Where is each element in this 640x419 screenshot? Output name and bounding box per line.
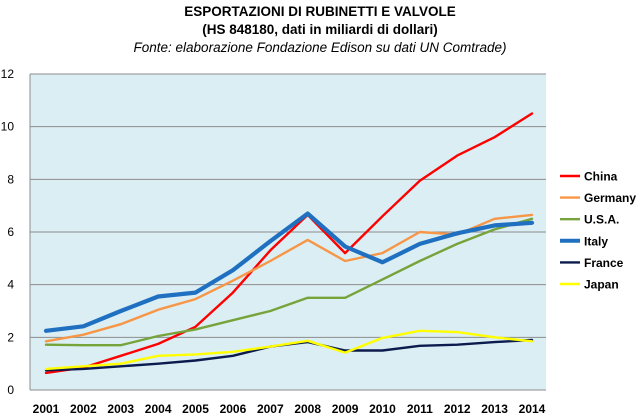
x-tick-label: 2013 [481,402,508,416]
x-tick-label: 2014 [519,402,546,416]
x-tick-label: 2005 [182,402,209,416]
series-line-china [44,112,534,375]
y-tick-label: 0 [7,383,14,397]
legend-label: U.S.A. [584,213,619,227]
x-tick-label: 2012 [444,402,471,416]
x-tick-label: 2004 [145,402,172,416]
x-tick-label: 2010 [369,402,396,416]
y-tick-label: 10 [1,120,15,134]
y-tick-label: 2 [7,330,14,344]
x-tick-label: 2007 [257,402,284,416]
y-tick-label: 6 [7,225,14,239]
grid-lines [30,73,546,338]
axes [29,74,546,391]
legend-label: France [584,256,624,270]
legend-label: Italy [584,234,608,248]
chart-source: Fonte: elaborazione Fondazione Edison su… [133,40,507,55]
x-tick-label: 2002 [70,402,97,416]
x-tick-label: 2008 [294,402,321,416]
x-tick-label: 2003 [107,402,134,416]
y-tick-label: 4 [7,278,14,292]
legend-label: China [584,170,618,184]
y-tick-label: 8 [7,172,14,186]
x-tick-label: 2001 [33,402,60,416]
series-line-usa [44,217,534,347]
chart-title: ESPORTAZIONI DI RUBINETTI E VALVOLE [184,4,456,19]
legend-label: Germany [584,191,636,205]
x-tick-label: 2011 [407,402,433,416]
tick-labels: 0 2 4 6 8 10 12 2001 2002 2003 2004 2005 2006 2007 200… [1,67,546,416]
x-tick-label: 2006 [220,402,247,416]
y-tick-label: 12 [1,67,15,81]
series-line-japan [44,329,534,371]
x-tick-label: 2009 [332,402,359,416]
series-lines [43,112,535,375]
legend-label: Japan [584,278,619,292]
series-line-italy [43,211,535,333]
legend: China Germany U.S.A. Italy France Japan [560,170,636,292]
chart-subtitle: (HS 848180, dati in miliardi di dollari) [202,22,438,37]
